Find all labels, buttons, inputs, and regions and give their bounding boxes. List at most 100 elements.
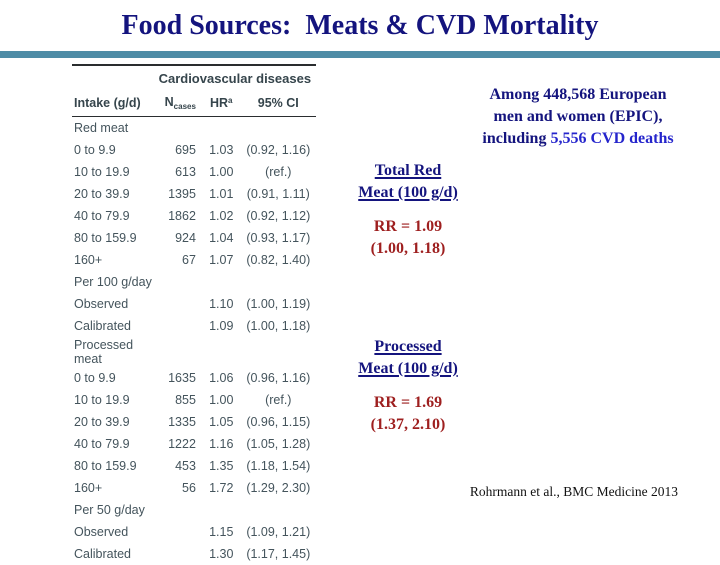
- cell-ci: (1.29, 2.30): [241, 477, 316, 499]
- table-spanner-row: Cardiovascular diseases: [72, 65, 316, 90]
- cell-ci: (1.05, 1.28): [241, 433, 316, 455]
- epic-line3: including 5,556 CVD deaths: [452, 128, 704, 150]
- table-row: 160+ 67 1.07 (0.82, 1.40): [72, 249, 316, 271]
- cell-intake: 0 to 9.9: [72, 139, 154, 161]
- table-row: Per 100 g/day: [72, 271, 316, 293]
- cell-hr: 1.09: [202, 315, 241, 337]
- ncases-subscript: cases: [174, 102, 196, 111]
- cell-ci: (0.96, 1.16): [241, 367, 316, 389]
- cell-intake: Red meat: [72, 117, 154, 140]
- cell-ci: (ref.): [241, 389, 316, 411]
- cell-intake: 80 to 159.9: [72, 227, 154, 249]
- accent-bar: [0, 51, 720, 58]
- cell-intake: 40 to 79.9: [72, 433, 154, 455]
- cell-ncases: [154, 271, 202, 293]
- cell-intake: 40 to 79.9: [72, 205, 154, 227]
- cvd-table: Cardiovascular diseases Intake (g/d) Nca…: [72, 64, 316, 565]
- total-red-meat-heading: Total Red Meat (100 g/d): [318, 160, 498, 204]
- epic-line3-prefix: including: [482, 130, 550, 147]
- cell-hr: 1.05: [202, 411, 241, 433]
- spanner-empty-cell: [72, 65, 154, 90]
- table-row: 10 to 19.9 613 1.00 (ref.): [72, 161, 316, 183]
- cell-intake: Observed: [72, 293, 154, 315]
- table-row: 40 to 79.9 1222 1.16 (1.05, 1.28): [72, 433, 316, 455]
- cell-hr: 1.03: [202, 139, 241, 161]
- table-row: 40 to 79.9 1862 1.02 (0.92, 1.12): [72, 205, 316, 227]
- cell-hr: 1.04: [202, 227, 241, 249]
- table-row: Calibrated 1.30 (1.17, 1.45): [72, 543, 316, 565]
- cvd-deaths-highlight: 5,556 CVD deaths: [550, 130, 673, 147]
- cell-intake: Processed meat: [72, 337, 154, 367]
- cell-ci: (0.92, 1.12): [241, 205, 316, 227]
- total-red-line2: Meat (100 g/d): [318, 182, 498, 204]
- epic-cohort-annotation: Among 448,568 European men and women (EP…: [452, 84, 704, 150]
- total-red-ci: (1.00, 1.18): [318, 238, 498, 260]
- cell-hr: 1.35: [202, 455, 241, 477]
- col-header-intake: Intake (g/d): [72, 90, 154, 117]
- table-row: Red meat: [72, 117, 316, 140]
- cell-intake: Per 100 g/day: [72, 271, 154, 293]
- cell-ncases: [154, 117, 202, 140]
- cell-hr: 1.10: [202, 293, 241, 315]
- cell-ci: [241, 271, 316, 293]
- cell-hr: [202, 499, 241, 521]
- cell-ci: (0.96, 1.15): [241, 411, 316, 433]
- table-header-row: Intake (g/d) Ncases HRa 95% CI: [72, 90, 316, 117]
- total-red-rr: RR = 1.09: [318, 216, 498, 238]
- cell-ncases: [154, 337, 202, 367]
- processed-rr: RR = 1.69: [318, 392, 498, 414]
- cell-intake: 160+: [72, 477, 154, 499]
- col-header-ci: 95% CI: [241, 90, 316, 117]
- cell-hr: 1.01: [202, 183, 241, 205]
- cell-intake: 20 to 39.9: [72, 183, 154, 205]
- cell-ncases: 1862: [154, 205, 202, 227]
- cell-ci: (0.91, 1.11): [241, 183, 316, 205]
- cell-ncases: 1335: [154, 411, 202, 433]
- cell-hr: [202, 117, 241, 140]
- table-row: 10 to 19.9 855 1.00 (ref.): [72, 389, 316, 411]
- cell-intake: 0 to 9.9: [72, 367, 154, 389]
- cell-ncases: [154, 543, 202, 565]
- table-row: Processed meat: [72, 337, 316, 367]
- cell-intake: 80 to 159.9: [72, 455, 154, 477]
- cell-ncases: 613: [154, 161, 202, 183]
- cell-ncases: [154, 499, 202, 521]
- hr-superscript: a: [228, 96, 232, 105]
- cell-ci: (1.17, 1.45): [241, 543, 316, 565]
- cell-hr: 1.02: [202, 205, 241, 227]
- processed-rr-annotation: RR = 1.69 (1.37, 2.10): [318, 392, 498, 436]
- cell-ncases: 67: [154, 249, 202, 271]
- cell-intake: Per 50 g/day: [72, 499, 154, 521]
- hr-base: HR: [210, 96, 228, 110]
- cell-ci: (0.92, 1.16): [241, 139, 316, 161]
- processed-line1: Processed: [318, 336, 498, 358]
- cell-ci: [241, 337, 316, 367]
- table-row: 20 to 39.9 1395 1.01 (0.91, 1.11): [72, 183, 316, 205]
- table-row: 160+ 56 1.72 (1.29, 2.30): [72, 477, 316, 499]
- slide-background: Food Sources: Meats & CVD Mortality Card…: [0, 0, 720, 540]
- cell-ci: (0.93, 1.17): [241, 227, 316, 249]
- cell-ci: (0.82, 1.40): [241, 249, 316, 271]
- table-row: Calibrated 1.09 (1.00, 1.18): [72, 315, 316, 337]
- epic-line1: Among 448,568 European: [452, 84, 704, 106]
- table-row: 80 to 159.9 453 1.35 (1.18, 1.54): [72, 455, 316, 477]
- table-row: 20 to 39.9 1335 1.05 (0.96, 1.15): [72, 411, 316, 433]
- cell-ci: (1.00, 1.18): [241, 315, 316, 337]
- cell-ncases: 855: [154, 389, 202, 411]
- table-row: 80 to 159.9 924 1.04 (0.93, 1.17): [72, 227, 316, 249]
- cell-ci: [241, 117, 316, 140]
- cell-ci: (1.00, 1.19): [241, 293, 316, 315]
- cell-hr: 1.00: [202, 161, 241, 183]
- cell-ncases: [154, 315, 202, 337]
- cell-ncases: 924: [154, 227, 202, 249]
- cell-intake: 10 to 19.9: [72, 161, 154, 183]
- table-row: Per 50 g/day: [72, 499, 316, 521]
- cell-intake: 20 to 39.9: [72, 411, 154, 433]
- table-row: 0 to 9.9 1635 1.06 (0.96, 1.16): [72, 367, 316, 389]
- col-header-ncases: Ncases: [154, 90, 202, 117]
- processed-line2: Meat (100 g/d): [318, 358, 498, 380]
- processed-ci: (1.37, 2.10): [318, 414, 498, 436]
- cell-hr: 1.72: [202, 477, 241, 499]
- cell-ci: (ref.): [241, 161, 316, 183]
- col-header-hr: HRa: [202, 90, 241, 117]
